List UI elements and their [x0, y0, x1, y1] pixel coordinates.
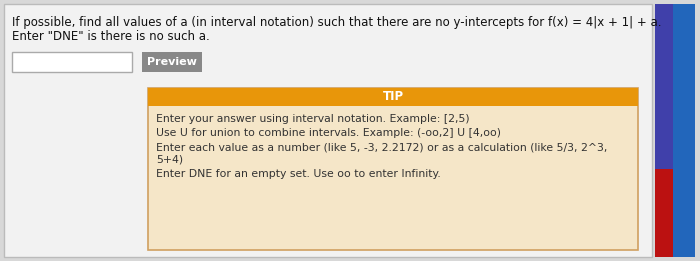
Text: 5+4): 5+4) — [156, 155, 183, 165]
Bar — [12, 52, 132, 72]
Text: Preview: Preview — [147, 57, 197, 67]
Bar — [148, 88, 638, 106]
Bar — [148, 88, 638, 250]
Text: Enter DNE for an empty set. Use oo to enter Infinity.: Enter DNE for an empty set. Use oo to en… — [156, 169, 441, 179]
Bar — [673, 4, 695, 257]
Text: TIP: TIP — [382, 91, 404, 104]
Text: Use U for union to combine intervals. Example: (-oo,2] U [4,oo): Use U for union to combine intervals. Ex… — [156, 128, 501, 138]
Text: Enter your answer using interval notation. Example: [2,5): Enter your answer using interval notatio… — [156, 114, 470, 124]
Bar — [142, 52, 202, 72]
Bar — [655, 4, 673, 169]
Text: Enter "DNE" is there is no such a.: Enter "DNE" is there is no such a. — [12, 30, 210, 43]
Bar — [655, 169, 673, 257]
Text: If possible, find all values of a (in interval notation) such that there are no : If possible, find all values of a (in in… — [12, 16, 661, 29]
Text: Enter each value as a number (like 5, -3, 2.2172) or as a calculation (like 5/3,: Enter each value as a number (like 5, -3… — [156, 143, 608, 153]
